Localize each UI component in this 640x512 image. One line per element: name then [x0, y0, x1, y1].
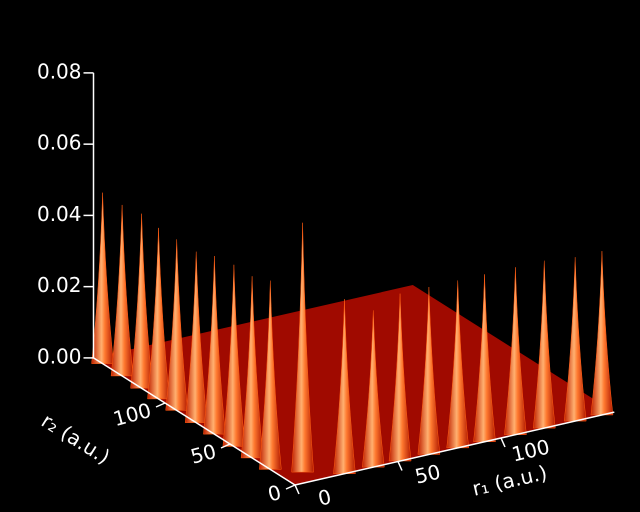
- peak: [91, 192, 114, 364]
- peak: [590, 251, 614, 416]
- x-tick-label: 0: [316, 484, 334, 510]
- y-tick: [220, 443, 231, 449]
- peak: [130, 213, 153, 389]
- x-axis: [294, 411, 615, 486]
- peak: [110, 204, 134, 377]
- x-tick: [397, 461, 403, 471]
- y-tick-label: 0: [265, 480, 284, 506]
- peak: [165, 239, 188, 411]
- peak: [184, 251, 208, 423]
- peak: [362, 310, 385, 468]
- peak: [291, 222, 314, 473]
- peak: [240, 276, 264, 459]
- z-tick-label: 0.02: [37, 273, 82, 297]
- y-tick: [285, 484, 296, 490]
- z-tick-label: 0.00: [37, 344, 82, 368]
- peak: [259, 280, 282, 470]
- peak: [222, 264, 246, 447]
- x-tick: [294, 484, 300, 495]
- peak: [446, 280, 470, 449]
- x-tick: [500, 437, 506, 448]
- z-tick-label: 0.08: [37, 59, 82, 83]
- peak: [203, 256, 226, 435]
- peak: [473, 274, 496, 443]
- z-tick-label: 0.04: [37, 202, 82, 226]
- peak: [504, 267, 527, 435]
- z-tick-label: 0.06: [37, 131, 82, 155]
- peak: [532, 260, 556, 429]
- y-axis: [93, 357, 296, 486]
- peak: [333, 299, 356, 474]
- peak: [563, 257, 587, 422]
- x-tick-label: 50: [413, 459, 443, 488]
- y-tick: [155, 402, 166, 408]
- peak: [388, 293, 412, 462]
- peak: [417, 287, 441, 455]
- peak: [147, 227, 170, 400]
